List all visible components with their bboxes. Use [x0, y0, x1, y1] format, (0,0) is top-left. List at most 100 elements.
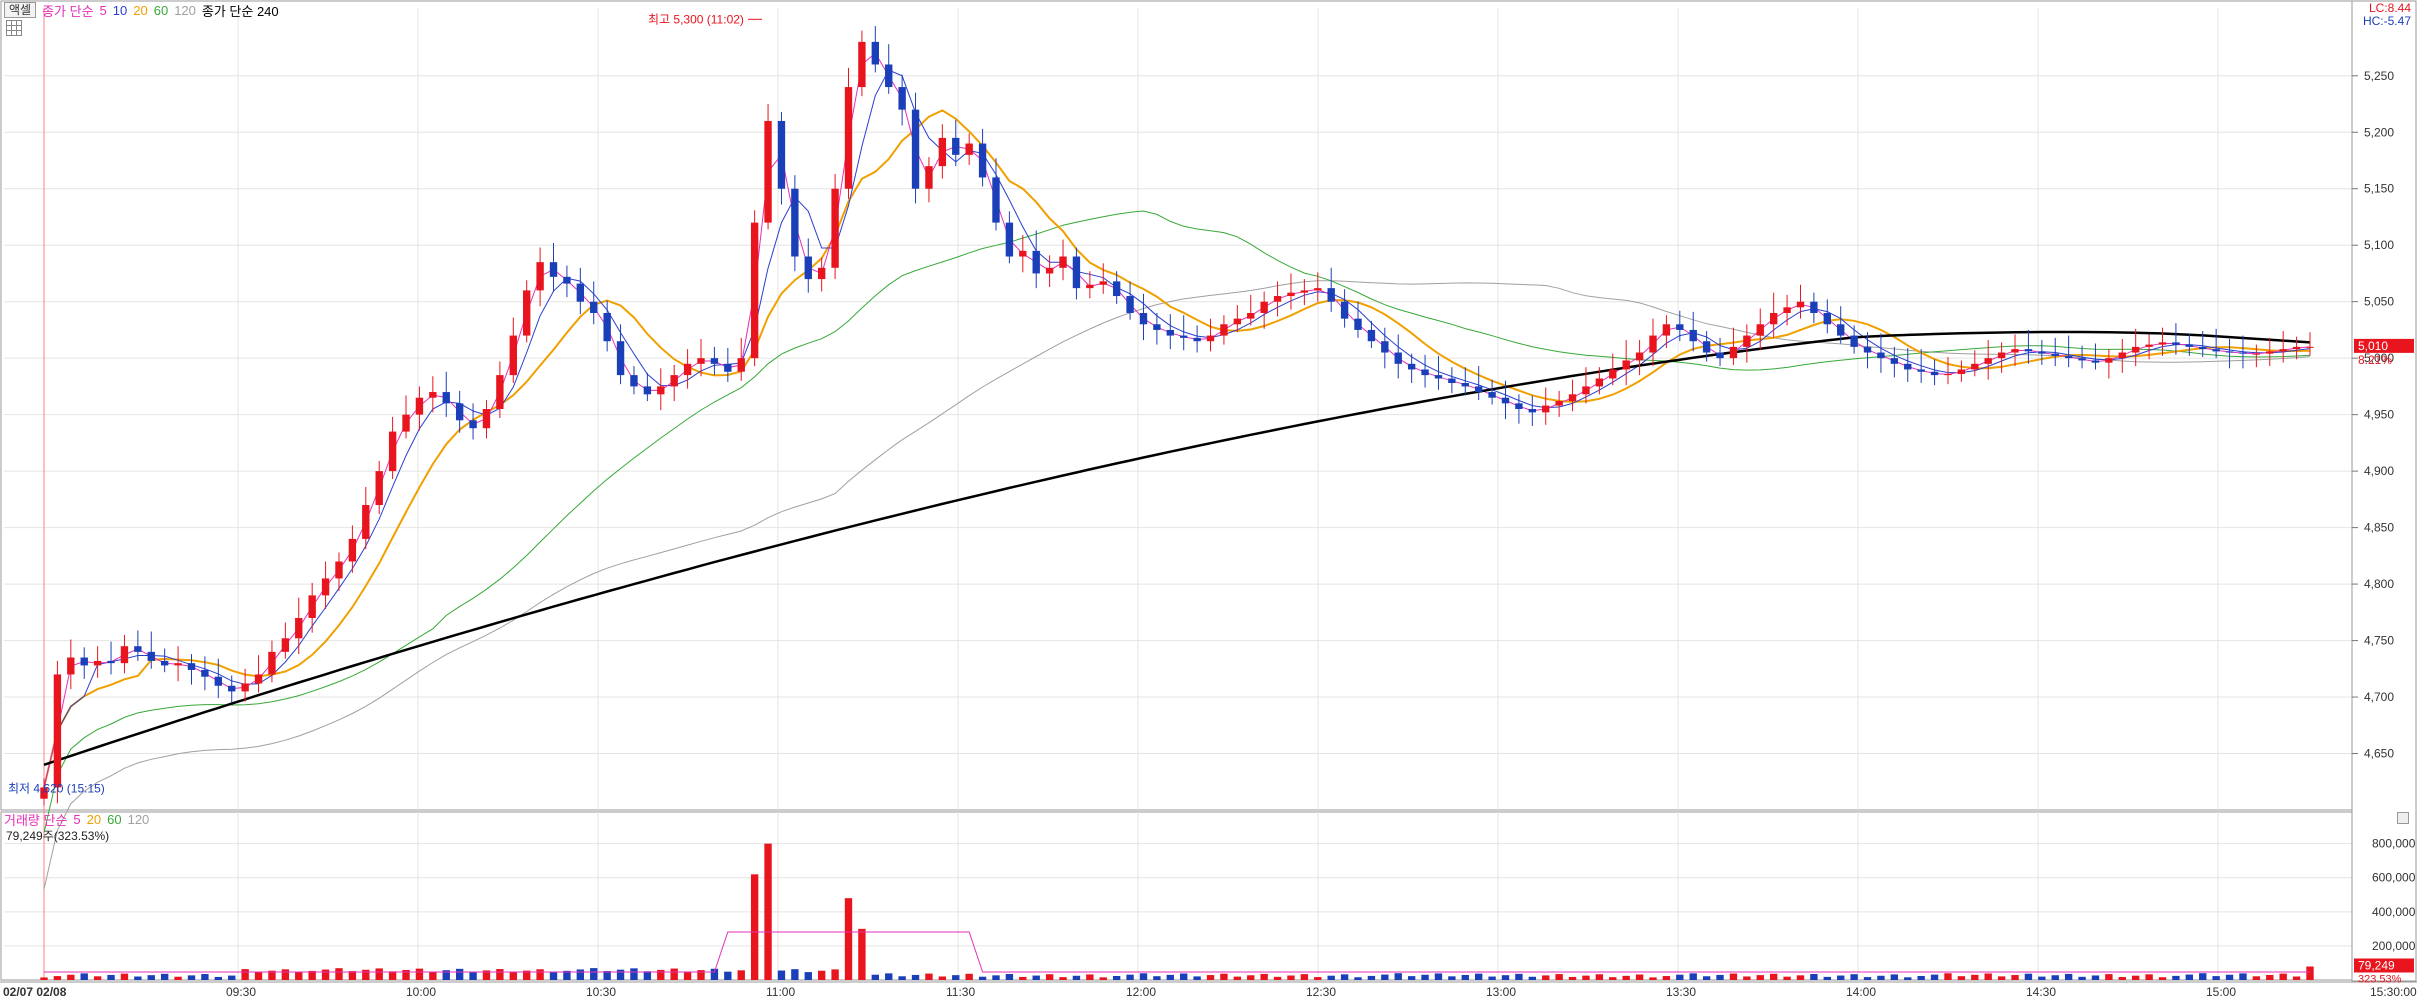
candle-body [1917, 369, 1925, 372]
candle-body [107, 660, 115, 664]
volume-bar [885, 973, 893, 980]
ma20-line [43, 109, 2311, 788]
candle-body [1394, 352, 1402, 364]
volume-bar [402, 969, 410, 980]
candle-body [2038, 351, 2046, 354]
volume-bar [254, 972, 263, 980]
volume-bar [1421, 974, 1429, 980]
candle-body [2091, 360, 2100, 363]
volume-bar [388, 971, 397, 980]
volume-bar [750, 874, 759, 980]
candle-body [1796, 301, 1805, 308]
price-tick-label: 4,850 [2364, 521, 2394, 535]
candle-body [885, 64, 893, 88]
volume-bar [174, 976, 182, 980]
price-tick-label: 4,750 [2364, 634, 2394, 648]
candle-body [321, 578, 330, 596]
volume-bar [469, 971, 477, 980]
candle-body [1810, 301, 1818, 313]
candle-body [549, 262, 558, 277]
candle-body [750, 222, 759, 359]
candle-body [952, 137, 960, 155]
candle-body [2266, 351, 2274, 354]
volume-bar [2212, 976, 2220, 980]
candle-body [1622, 360, 1630, 370]
volume-readout: 79,249주(323.53%) [6, 829, 110, 843]
x-tick-label: 15:30:00 [2370, 985, 2417, 999]
volume-bar [563, 970, 571, 980]
hc-readout: HC:-5.47 [2362, 14, 2411, 28]
candle-body [362, 505, 370, 539]
volume-bar [1166, 974, 1174, 980]
volume-bar [938, 976, 947, 980]
candle-body [992, 177, 1000, 223]
volume-bar [147, 975, 155, 980]
candle-body [1904, 363, 1912, 370]
candle-body [2064, 355, 2073, 359]
date-label: 02/07 02/08 [3, 985, 67, 999]
volume-bar [1904, 977, 1912, 980]
volume-bar [1300, 974, 1309, 980]
volume-bar [1595, 974, 1604, 980]
volume-tick-label: 600,000 [2372, 871, 2416, 885]
volume-bar [1635, 974, 1644, 980]
volume-bar [53, 976, 62, 980]
volume-bar [590, 968, 598, 980]
volume-bar [120, 973, 129, 980]
candle-body [1635, 352, 1644, 361]
candle-body [1997, 352, 2006, 359]
volume-bar [1474, 973, 1483, 980]
candle-body [1555, 401, 1563, 406]
candle-body [93, 660, 102, 666]
candle-body [455, 403, 464, 421]
candle-body [2252, 353, 2261, 355]
volume-bar [1112, 975, 1121, 980]
volume-bar [1769, 973, 1778, 980]
candle-body [2145, 344, 2153, 347]
volume-bar [858, 928, 866, 980]
candle-body [1421, 369, 1429, 376]
volume-bar [710, 968, 719, 980]
candle-body [160, 660, 169, 666]
candle-body [1193, 337, 1201, 342]
volume-bar [2064, 973, 2073, 980]
volume-bar [1247, 975, 1255, 980]
volume-bar [2306, 966, 2314, 980]
candle-body [1756, 324, 1764, 336]
candle-body [1716, 352, 1724, 359]
volume-bar [1019, 976, 1027, 980]
volume-bar [93, 976, 102, 980]
volume-bar [1314, 977, 1322, 980]
x-tick-label: 13:30 [1666, 985, 1696, 999]
candle-body [1260, 301, 1268, 313]
price-tick-label: 5,000 [2364, 351, 2394, 365]
series-menu-button[interactable]: 액셀 [4, 2, 37, 18]
candle-body [1220, 324, 1228, 336]
candle-body [898, 87, 906, 110]
volume-bar [1756, 975, 1764, 980]
x-tick-label: 09:30 [226, 985, 256, 999]
volume-bar [670, 968, 678, 980]
candle-body [40, 787, 48, 799]
volume-bar [2185, 974, 2194, 980]
volume-bar [737, 970, 745, 980]
price-tick-label: 4,950 [2364, 408, 2394, 422]
candle-body [1769, 312, 1778, 325]
candle-body [147, 651, 155, 661]
candle-body [523, 290, 531, 336]
candle-body [1488, 392, 1496, 398]
price-tick-label: 5,250 [2364, 69, 2394, 83]
candle-body [925, 166, 933, 189]
x-tick-label: 14:30 [2026, 985, 2056, 999]
grid-settings-icon[interactable] [6, 20, 22, 36]
volume-bar [1877, 975, 1885, 980]
candle-body [1273, 296, 1282, 302]
candle-body [1407, 363, 1416, 370]
candle-body [2024, 349, 2033, 352]
volume-bar [1072, 975, 1081, 980]
close-volume-pane-icon[interactable] [2397, 812, 2409, 824]
current-volume-tag [2354, 958, 2414, 973]
candle-body [804, 256, 812, 280]
volume-bar [603, 971, 611, 980]
